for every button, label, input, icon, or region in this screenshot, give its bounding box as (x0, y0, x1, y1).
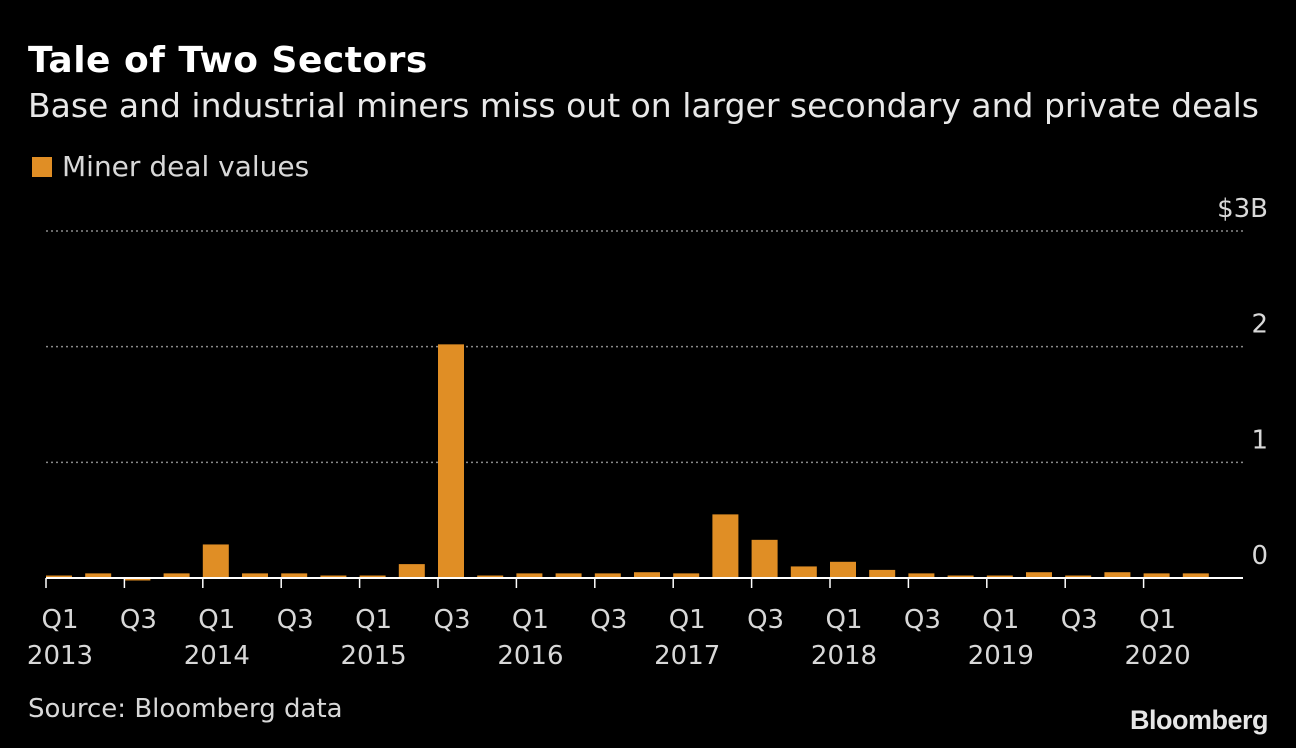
bar-Q2-2018 (869, 569, 896, 578)
bar-Q4-2016 (634, 572, 660, 578)
x-tick-label: Q3 (747, 605, 784, 635)
x-tick-label: Q3 (433, 605, 470, 635)
brand-logo: Bloomberg (1129, 705, 1269, 735)
bar-Q3-2013 (124, 578, 151, 581)
x-year-label: 2020 (1125, 641, 1191, 671)
x-year-label: 2019 (968, 641, 1034, 671)
bar-Q2-2020 (1182, 573, 1209, 578)
legend-label: Miner deal values (62, 150, 310, 183)
bar-layer (46, 344, 1209, 581)
x-tick-label: Q1 (1139, 605, 1176, 635)
bar-Q1-2019 (986, 575, 1013, 578)
bar-Q3-2016 (594, 573, 621, 578)
bar-Q4-2013 (163, 573, 190, 578)
bar-Q3-2018 (908, 573, 935, 578)
x-tick-label: Q1 (355, 605, 392, 635)
x-tick-label: Q1 (41, 605, 78, 635)
bar-Q3-2014 (281, 573, 308, 578)
bar-Q3-2019 (1065, 575, 1092, 578)
bar-Q4-2019 (1104, 572, 1131, 578)
axis-layer: 0 1 2 $3B Q1 2013 Q3 Q1 2014 Q3 Q1 2015 Q3 Q1 2016 Q3 Q1… (27, 194, 1268, 671)
grid-layer (46, 230, 1243, 464)
y-tick-label: 2 (1251, 310, 1268, 340)
x-tick-label: Q1 (825, 605, 862, 635)
bar-Q4-2018 (947, 575, 974, 578)
x-year-label: 2013 (27, 641, 93, 671)
y-tick-label: $3B (1217, 194, 1268, 224)
bar-Q2-2019 (1026, 572, 1052, 578)
bar-Q1-2016 (516, 573, 543, 578)
bar-Q2-2016 (555, 573, 582, 578)
bar-Q2-2017 (712, 514, 739, 578)
y-tick-label: 0 (1251, 541, 1268, 571)
bar-Q4-2015 (477, 575, 504, 578)
bar-Q2-2013 (85, 573, 112, 578)
bar-Q1-2014 (202, 544, 229, 578)
x-tick-label: Q3 (904, 605, 941, 635)
bar-Q2-2015 (398, 564, 425, 578)
x-year-label: 2014 (184, 641, 250, 671)
x-tick-label: Q3 (277, 605, 314, 635)
chart-subtitle: Base and industrial miners miss out on l… (28, 86, 1259, 125)
bar-Q3-2017 (751, 539, 778, 578)
bar-Q3-2015 (438, 344, 464, 578)
x-tick-label: Q1 (669, 605, 706, 635)
x-tick-label: Q1 (198, 605, 235, 635)
bar-Q4-2014 (320, 575, 347, 578)
x-tick-label: Q1 (512, 605, 549, 635)
chart-title: Tale of Two Sectors (28, 40, 428, 81)
x-year-label: 2018 (811, 641, 877, 671)
x-tick-label: Q3 (590, 605, 627, 635)
bar-Q1-2017 (673, 573, 700, 578)
bar-Q1-2013 (46, 575, 72, 578)
x-tick-label: Q3 (120, 605, 157, 635)
x-year-label: 2016 (497, 641, 563, 671)
x-year-label: 2017 (654, 641, 720, 671)
bar-Q1-2018 (830, 561, 856, 578)
y-tick-label: 1 (1251, 425, 1268, 455)
x-tick-label: Q3 (1061, 605, 1098, 635)
legend-swatch (32, 156, 52, 177)
bar-Q1-2015 (359, 575, 386, 578)
source-note: Source: Bloomberg data (28, 694, 343, 724)
bar-Q1-2020 (1143, 573, 1170, 578)
legend: Miner deal values (32, 150, 309, 183)
bar-Q2-2014 (242, 573, 268, 578)
x-year-label: 2015 (341, 641, 407, 671)
bar-Q4-2017 (790, 566, 817, 578)
x-tick-label: Q1 (982, 605, 1019, 635)
